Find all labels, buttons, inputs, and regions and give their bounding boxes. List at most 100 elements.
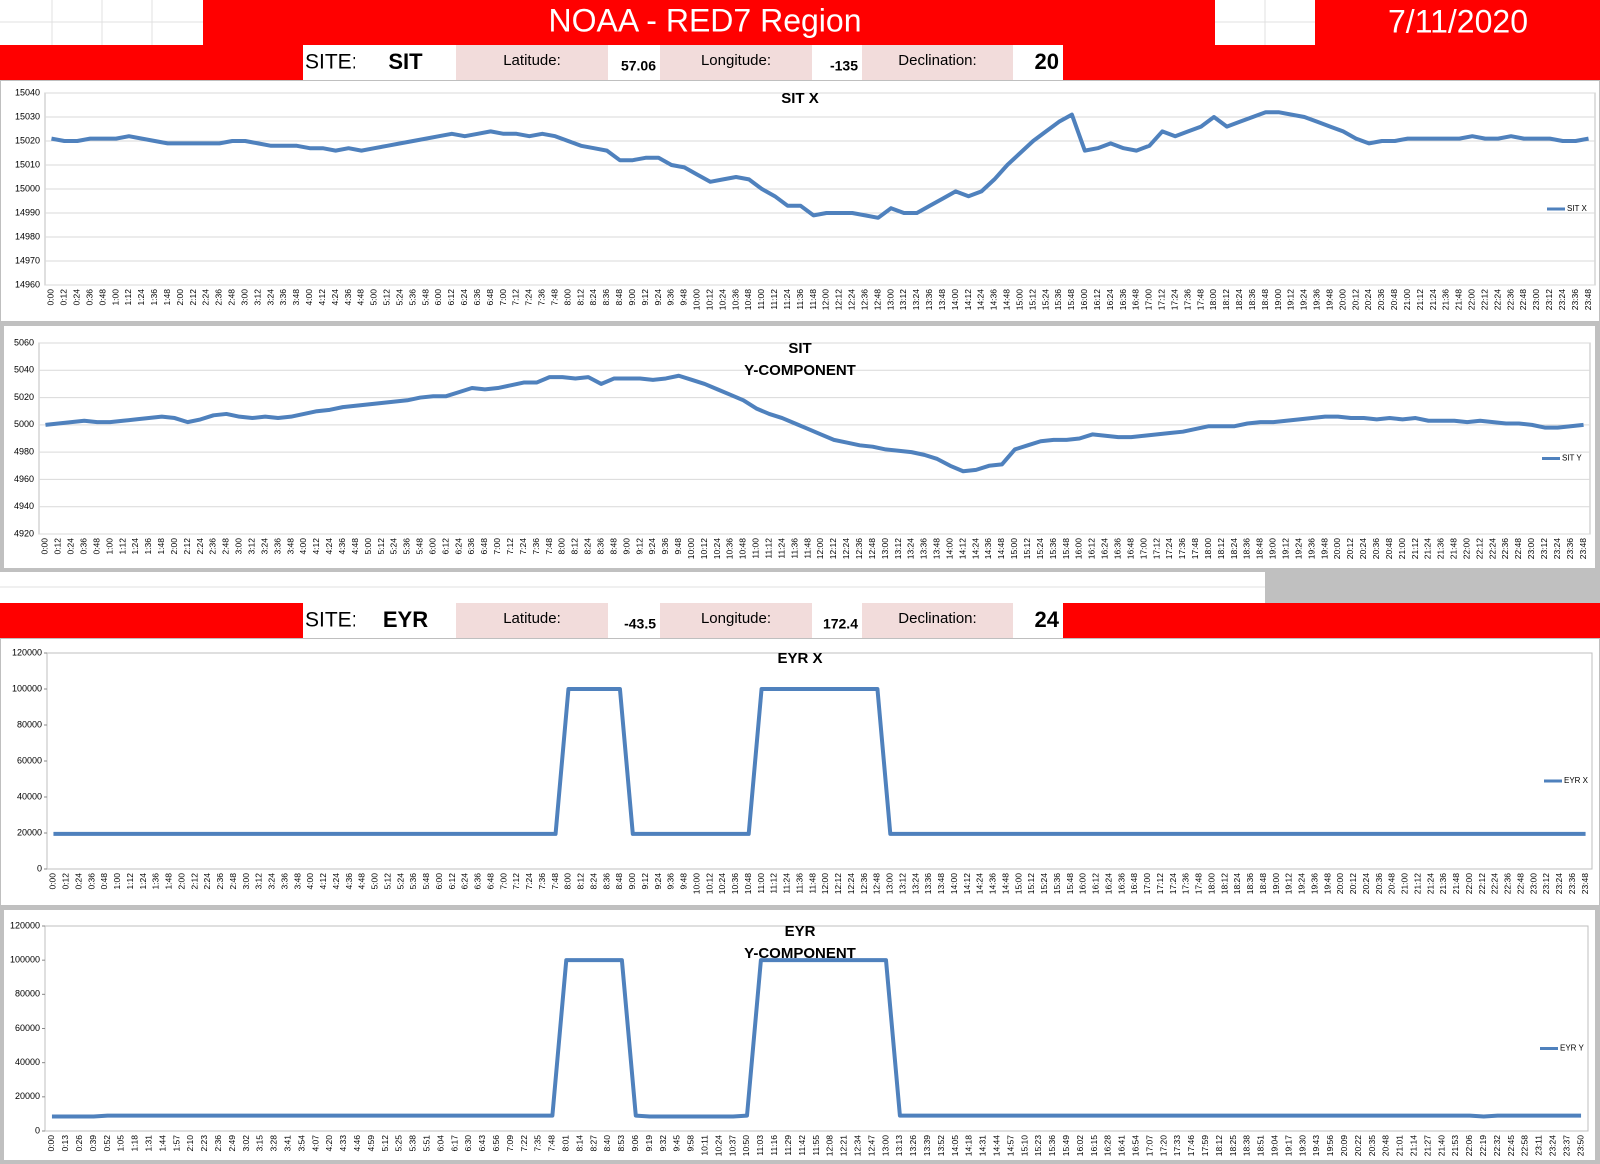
- x-tick-label: 7:12: [511, 289, 521, 306]
- x-tick-label: 22:12: [1474, 538, 1484, 560]
- x-tick-label: 23:24: [1554, 873, 1564, 895]
- x-tick-label: 5:36: [407, 289, 417, 306]
- x-tick-label: 16:00: [1079, 289, 1089, 311]
- x-tick-label: 11:00: [756, 873, 766, 894]
- x-tick-label: 22:24: [1487, 538, 1497, 560]
- y-tick-label: 80000: [15, 989, 40, 999]
- y-tick-label: 120000: [10, 920, 40, 930]
- x-tick-label: 11:03: [755, 1135, 765, 1156]
- x-tick-label: 14:48: [996, 538, 1006, 560]
- x-tick-label: 2:36: [214, 289, 224, 306]
- x-tick-label: 6:12: [447, 873, 457, 890]
- x-tick-label: 4:00: [305, 873, 315, 890]
- x-tick-label: 13:12: [897, 873, 907, 895]
- x-tick-label: 0:48: [91, 538, 101, 555]
- x-tick-label: 8:00: [557, 538, 567, 555]
- x-tick-label: 11:48: [802, 538, 812, 559]
- cell: [608, 603, 660, 638]
- x-tick-label: 21:01: [1395, 1135, 1405, 1157]
- x-tick-label: 12:48: [872, 289, 882, 311]
- legend-label: SIT Y: [1562, 454, 1582, 463]
- x-tick-label: 16:02: [1075, 1135, 1085, 1157]
- x-tick-label: 16:12: [1091, 873, 1101, 895]
- y-tick-label: 100000: [10, 955, 40, 965]
- x-tick-label: 11:42: [797, 1135, 807, 1156]
- x-tick-label: 1:31: [144, 1135, 154, 1152]
- x-tick-label: 2:36: [208, 538, 218, 555]
- x-tick-label: 12:36: [859, 873, 869, 895]
- x-tick-label: 12:36: [854, 538, 864, 560]
- x-tick-label: 19:12: [1284, 873, 1294, 895]
- x-tick-label: 18:24: [1232, 873, 1242, 895]
- y-tick-label: 14960: [15, 279, 40, 289]
- x-tick-label: 18:00: [1203, 538, 1213, 560]
- cell-grid: [0, 0, 1315, 45]
- x-tick-label: 10:11: [700, 1135, 710, 1156]
- x-tick-label: 10:12: [699, 538, 709, 560]
- x-tick-label: 0:12: [59, 289, 69, 306]
- x-tick-label: 19:30: [1297, 1135, 1307, 1157]
- x-tick-label: 14:18: [964, 1135, 974, 1157]
- x-tick-label: 19:12: [1286, 289, 1296, 311]
- site-longitude-label: Longitude:: [701, 52, 771, 69]
- y-tick-label: 15030: [15, 111, 40, 121]
- x-tick-label: 9:12: [634, 538, 644, 555]
- x-tick-label: 7:35: [533, 1135, 543, 1152]
- x-tick-label: 0:39: [88, 1135, 98, 1152]
- x-tick-label: 11:48: [807, 873, 817, 894]
- x-tick-label: 12:48: [867, 538, 877, 560]
- x-tick-label: 6:04: [435, 1135, 445, 1152]
- x-tick-label: 7:36: [531, 538, 541, 555]
- x-tick-label: 20:48: [1384, 538, 1394, 560]
- x-tick-label: 15:48: [1066, 289, 1076, 311]
- x-tick-label: 1:24: [136, 289, 146, 306]
- x-tick-label: 4:36: [343, 289, 353, 306]
- x-tick-label: 13:36: [924, 289, 934, 311]
- x-tick-label: 19:36: [1306, 538, 1316, 560]
- x-tick-label: 1:12: [123, 289, 133, 306]
- site-longitude: -135: [830, 58, 858, 74]
- x-tick-label: 22:48: [1513, 538, 1523, 560]
- x-tick-label: 8:40: [602, 1135, 612, 1152]
- x-tick-label: 19:36: [1312, 289, 1322, 311]
- x-tick-label: 23:48: [1583, 289, 1593, 311]
- x-tick-label: 4:46: [352, 1135, 362, 1152]
- x-tick-label: 21:12: [1415, 289, 1425, 311]
- x-tick-label: 17:33: [1172, 1135, 1182, 1157]
- x-tick-label: 21:53: [1450, 1135, 1460, 1157]
- chart-area: [0, 80, 1600, 322]
- x-tick-label: 18:48: [1260, 289, 1270, 311]
- x-tick-label: 22:32: [1492, 1135, 1502, 1157]
- x-tick-label: 10:50: [741, 1135, 751, 1157]
- x-tick-label: 5:48: [415, 538, 425, 555]
- chart-area: [0, 638, 1600, 906]
- x-tick-label: 22:00: [1461, 538, 1471, 560]
- x-tick-label: 14:05: [950, 1135, 960, 1157]
- x-tick-label: 19:00: [1271, 873, 1281, 895]
- x-tick-label: 1:48: [156, 538, 166, 555]
- x-tick-label: 10:00: [692, 289, 702, 311]
- x-tick-label: 10:24: [712, 538, 722, 560]
- x-tick-label: 3:00: [241, 873, 251, 890]
- x-tick-label: 20:36: [1374, 873, 1384, 895]
- x-tick-label: 4:59: [366, 1135, 376, 1152]
- site-latitude: 57.06: [621, 58, 656, 74]
- x-tick-label: 23:48: [1578, 538, 1588, 560]
- x-tick-label: 0:00: [46, 289, 56, 306]
- x-tick-label: 17:00: [1138, 538, 1148, 560]
- y-tick-label: 40000: [17, 791, 42, 801]
- x-tick-label: 20:22: [1353, 1135, 1363, 1157]
- x-tick-label: 14:31: [978, 1135, 988, 1157]
- x-tick-label: 4:12: [311, 538, 321, 555]
- x-tick-label: 11:00: [756, 289, 766, 310]
- chart-title: EYR X: [777, 650, 822, 667]
- x-tick-label: 22:48: [1518, 289, 1528, 311]
- x-tick-label: 13:39: [922, 1135, 932, 1157]
- x-tick-label: 16:54: [1130, 1135, 1140, 1157]
- x-tick-label: 0:13: [60, 1135, 70, 1152]
- x-tick-label: 4:20: [324, 1135, 334, 1152]
- x-tick-label: 16:24: [1103, 873, 1113, 895]
- x-tick-label: 11:24: [776, 538, 786, 559]
- x-tick-label: 13:24: [906, 538, 916, 560]
